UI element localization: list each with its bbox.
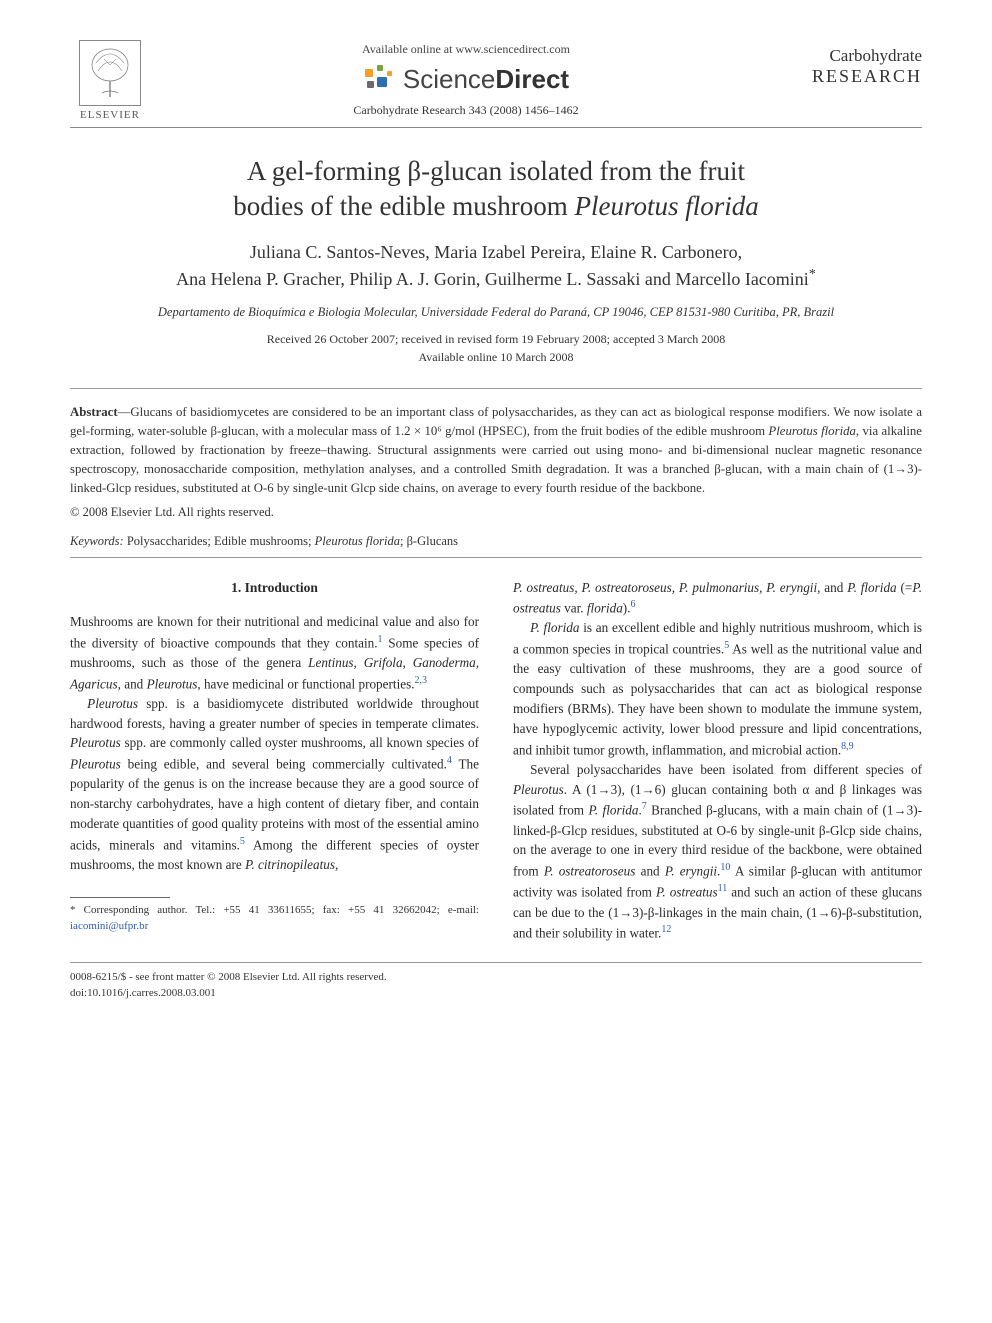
abstract-top-rule: [70, 388, 922, 389]
abstract: Abstract—Glucans of basidiomycetes are c…: [70, 403, 922, 499]
journal-name-line1: Carbohydrate: [782, 46, 922, 66]
sciencedirect-brand: ScienceDirect: [150, 63, 782, 95]
journal-name-line2: RESEARCH: [782, 66, 922, 87]
article-dates: Received 26 October 2007; received in re…: [70, 330, 922, 366]
publisher-name: ELSEVIER: [80, 109, 140, 121]
corresponding-email[interactable]: iacomini@ufpr.br: [70, 920, 148, 932]
ref-12[interactable]: 12: [661, 924, 671, 935]
intro-para-2: Pleurotus spp. is a basidiomycete distri…: [70, 694, 479, 875]
section-1-heading: 1. Introduction: [70, 578, 479, 598]
page-header: ELSEVIER Available online at www.science…: [70, 40, 922, 121]
page-footer-rule: [70, 962, 922, 963]
keywords: Keywords: Polysaccharides; Edible mushro…: [70, 534, 922, 549]
elsevier-tree-icon: [79, 40, 141, 106]
ref-2-3[interactable]: 2,3: [415, 675, 428, 686]
intro-para-3: P. florida is an excellent edible and hi…: [513, 618, 922, 759]
available-online-text: Available online at www.sciencedirect.co…: [150, 42, 782, 57]
intro-para-4: Several polysaccharides have been isolat…: [513, 760, 922, 944]
ref-8-9[interactable]: 8,9: [841, 741, 854, 752]
article-title: A gel-forming β-glucan isolated from the…: [70, 154, 922, 224]
corresponding-author: * Corresponding author. Tel.: +55 41 336…: [70, 902, 479, 935]
right-column: P. ostreatus, P. ostreatoroseus, P. pulm…: [513, 578, 922, 944]
intro-para-1: Mushrooms are known for their nutritiona…: [70, 612, 479, 694]
abstract-bottom-rule: [70, 557, 922, 558]
copyright: © 2008 Elsevier Ltd. All rights reserved…: [70, 505, 922, 520]
doi-text: doi:10.1016/j.carres.2008.03.001: [70, 987, 216, 999]
center-header: Available online at www.sciencedirect.co…: [150, 40, 782, 118]
publisher-logo: ELSEVIER: [70, 40, 150, 121]
front-matter-doi: 0008-6215/$ - see front matter © 2008 El…: [70, 969, 922, 1002]
header-rule: [70, 127, 922, 128]
sciencedirect-icon: [363, 63, 395, 95]
ref-10[interactable]: 10: [720, 862, 730, 873]
author-list: Juliana C. Santos-Neves, Maria Izabel Pe…: [70, 240, 922, 292]
affiliation: Departamento de Bioquímica e Biologia Mo…: [70, 305, 922, 320]
journal-reference: Carbohydrate Research 343 (2008) 1456–14…: [150, 103, 782, 118]
corresponding-mark: *: [809, 267, 816, 282]
intro-para-2-cont: P. ostreatus, P. ostreatoroseus, P. pulm…: [513, 578, 922, 619]
ref-11[interactable]: 11: [718, 883, 728, 894]
ref-6[interactable]: 6: [631, 599, 636, 610]
footnote-rule: [70, 897, 170, 898]
sciencedirect-wordmark: ScienceDirect: [403, 64, 569, 95]
left-column: 1. Introduction Mushrooms are known for …: [70, 578, 479, 944]
journal-badge: Carbohydrate RESEARCH: [782, 40, 922, 87]
body-columns: 1. Introduction Mushrooms are known for …: [70, 578, 922, 944]
